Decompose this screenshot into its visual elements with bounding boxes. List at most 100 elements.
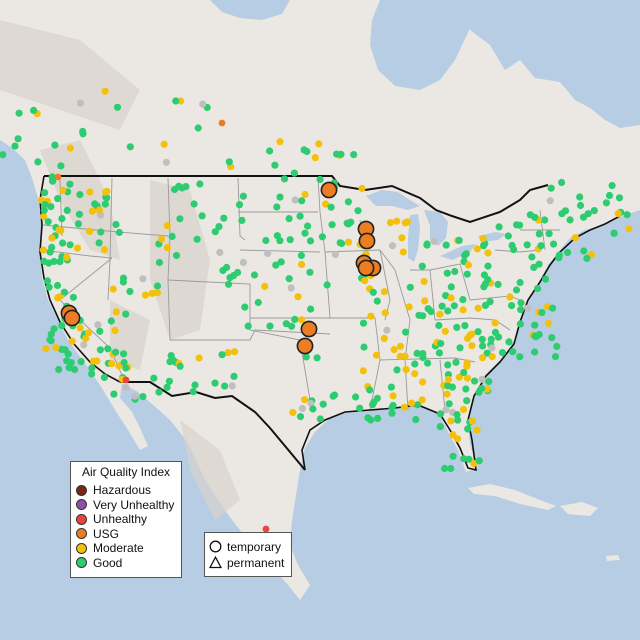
station-marker[interactable] [230,372,238,380]
station-marker[interactable] [387,383,395,391]
station-marker[interactable] [590,207,598,215]
station-marker[interactable] [459,306,467,314]
station-marker[interactable] [534,284,542,293]
station-marker[interactable] [437,339,445,348]
station-marker[interactable] [139,393,147,401]
station-marker[interactable] [163,244,171,252]
station-marker[interactable] [331,250,339,258]
station-marker[interactable] [93,357,101,365]
station-marker[interactable] [383,326,391,334]
station-marker[interactable] [318,233,326,241]
station-marker[interactable] [532,333,540,341]
station-marker[interactable] [63,357,71,365]
station-marker[interactable] [155,388,163,396]
station-marker[interactable] [290,169,298,177]
station-marker[interactable] [301,229,309,237]
station-marker[interactable] [53,281,62,290]
station-marker[interactable] [389,392,397,400]
station-marker[interactable] [343,219,351,227]
station-marker[interactable] [462,385,470,393]
station-marker[interactable] [272,261,280,269]
station-marker[interactable] [443,390,451,398]
station-marker[interactable] [357,259,375,277]
station-marker[interactable] [530,263,538,271]
station-marker[interactable] [157,235,166,243]
station-marker[interactable] [454,435,462,443]
station-marker[interactable] [447,283,455,291]
station-marker[interactable] [66,180,74,188]
station-marker[interactable] [273,203,281,211]
station-marker[interactable] [122,310,130,318]
station-marker[interactable] [291,315,299,323]
station-marker[interactable] [315,140,323,148]
station-marker[interactable] [473,245,481,253]
station-marker[interactable] [88,207,96,215]
station-marker[interactable] [481,301,490,309]
station-marker[interactable] [468,342,476,350]
station-marker[interactable] [166,358,174,366]
station-marker[interactable] [448,383,456,391]
station-marker[interactable] [176,362,184,370]
station-marker[interactable] [139,275,147,283]
station-marker[interactable] [189,388,197,396]
station-marker[interactable] [524,304,532,312]
station-marker[interactable] [445,400,453,408]
station-marker[interactable] [276,138,284,146]
station-marker[interactable] [495,223,503,231]
station-marker[interactable] [75,210,83,218]
station-marker[interactable] [309,405,317,413]
station-marker[interactable] [271,161,279,169]
station-marker[interactable] [406,283,414,291]
station-marker[interactable] [190,200,198,208]
station-marker[interactable] [419,312,427,320]
station-marker[interactable] [541,216,549,224]
station-marker[interactable] [273,232,281,240]
station-marker[interactable] [96,327,104,335]
station-marker[interactable] [551,353,560,361]
station-marker[interactable] [55,293,64,301]
station-marker[interactable] [517,299,525,307]
station-marker[interactable] [475,388,483,396]
station-marker[interactable] [516,221,524,229]
station-marker[interactable] [126,143,134,151]
station-marker[interactable] [359,367,367,375]
station-marker[interactable] [336,239,344,247]
station-marker[interactable] [119,278,127,286]
station-marker[interactable] [471,377,479,385]
station-marker[interactable] [101,87,109,95]
station-marker[interactable] [558,178,566,187]
station-marker[interactable] [282,320,290,328]
station-marker[interactable] [442,406,450,414]
station-marker[interactable] [301,396,309,404]
station-marker[interactable] [553,342,561,351]
station-marker[interactable] [108,360,116,368]
station-marker[interactable] [264,249,272,257]
station-marker[interactable] [301,190,309,199]
station-marker[interactable] [102,188,110,196]
station-marker[interactable] [51,141,59,149]
station-marker[interactable] [60,288,68,296]
station-marker[interactable] [276,193,284,201]
station-marker[interactable] [479,354,487,362]
station-marker[interactable] [366,386,374,394]
station-marker[interactable] [468,417,476,425]
station-marker[interactable] [531,321,539,329]
station-marker[interactable] [56,258,64,266]
station-marker[interactable] [344,238,353,246]
station-marker[interactable] [546,197,554,205]
station-marker[interactable] [262,525,270,533]
station-marker[interactable] [40,206,48,214]
station-marker[interactable] [323,281,331,289]
station-marker[interactable] [112,308,120,316]
station-marker[interactable] [373,394,381,402]
station-marker[interactable] [369,288,377,296]
station-marker[interactable] [545,230,553,238]
station-marker[interactable] [402,328,410,336]
station-marker[interactable] [289,408,297,417]
station-marker[interactable] [442,241,450,249]
station-marker[interactable] [126,287,134,296]
station-marker[interactable] [441,327,449,335]
station-marker[interactable] [516,353,524,361]
station-marker[interactable] [65,364,73,372]
station-marker[interactable] [393,217,401,225]
